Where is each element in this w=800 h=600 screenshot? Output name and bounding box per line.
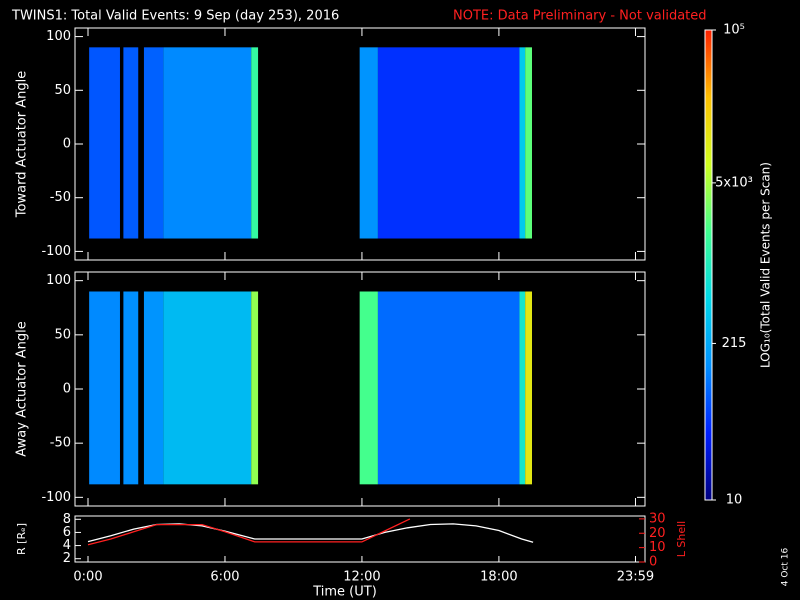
spectrogram-block	[143, 47, 164, 239]
spectrogram-block	[525, 47, 533, 239]
y-tick-label: 100	[46, 273, 71, 288]
spectrogram-block	[251, 47, 259, 239]
y-tick-label: 2	[63, 551, 71, 566]
y-tick-label: 0	[63, 137, 71, 152]
y-tick-label: -50	[50, 436, 71, 451]
x-tick-label: 12:00	[343, 570, 380, 585]
colorbar	[704, 29, 713, 501]
y-axis-label: Toward Actuator Angle	[15, 71, 30, 218]
spectrogram-block	[519, 47, 526, 239]
x-tick-label: 0:00	[73, 570, 102, 585]
y-tick-label: 0	[63, 382, 71, 397]
y-tick-label: -100	[41, 244, 71, 259]
y-tick-label: 50	[54, 83, 71, 98]
spectrogram-block	[251, 291, 259, 485]
orbit-line	[87, 523, 534, 543]
y-axis-label: Away Actuator Angle	[15, 321, 30, 456]
footer-date: 4 Oct 16	[781, 547, 791, 586]
colorbar-tick-label: 5x10³	[715, 175, 753, 190]
spectrogram-block	[89, 47, 120, 239]
y-tick-label: 8	[63, 512, 71, 527]
spectrogram-block	[163, 47, 252, 239]
colorbar-tick-label: 10	[726, 493, 743, 508]
spectrogram-block	[519, 291, 526, 485]
y2-axis-label: L Shell	[675, 521, 688, 557]
y-tick-label: 4	[63, 538, 71, 553]
y2-tick-label: 30	[649, 511, 666, 526]
y-tick-label: -100	[41, 490, 71, 505]
y2-tick-label: 20	[649, 526, 666, 541]
x-tick-label: 23:59	[617, 570, 654, 585]
spectrogram-block	[89, 291, 120, 485]
spectrogram-block	[143, 291, 164, 485]
spectrogram-block	[377, 291, 520, 485]
spectrogram-block	[377, 47, 520, 239]
y2-tick-label: 10	[649, 540, 666, 555]
spectrogram-block	[359, 291, 378, 485]
colorbar-label: LOG₁₀(Total Valid Events per Scan)	[759, 162, 773, 368]
orbit-lines	[87, 518, 534, 546]
spectrogram-block	[123, 47, 139, 239]
chart-title: TWINS1: Total Valid Events: 9 Sep (day 2…	[11, 9, 339, 24]
y-axis-label: R [Rₑ]	[15, 523, 28, 555]
spectrogram-block	[525, 291, 533, 485]
orbit-frame	[74, 515, 646, 563]
y-tick-label: -50	[50, 190, 71, 205]
x-tick-label: 6:00	[210, 570, 239, 585]
spectrogram-block	[163, 291, 252, 485]
x-tick-label: 18:00	[480, 570, 517, 585]
colorbar-tick-label: 10⁵	[723, 23, 745, 38]
orbit-line	[87, 518, 411, 546]
x-axis-label: Time (UT)	[312, 585, 377, 600]
y-tick-label: 50	[54, 327, 71, 342]
y2-tick-label: 0	[649, 555, 657, 570]
chart-note: NOTE: Data Preliminary - Not validated	[453, 9, 707, 24]
y-tick-label: 100	[46, 29, 71, 44]
y-tick-label: 6	[63, 525, 71, 540]
spectrogram-block	[123, 291, 139, 485]
colorbar-tick-label: 215	[722, 336, 747, 351]
spectrogram-block	[359, 47, 378, 239]
